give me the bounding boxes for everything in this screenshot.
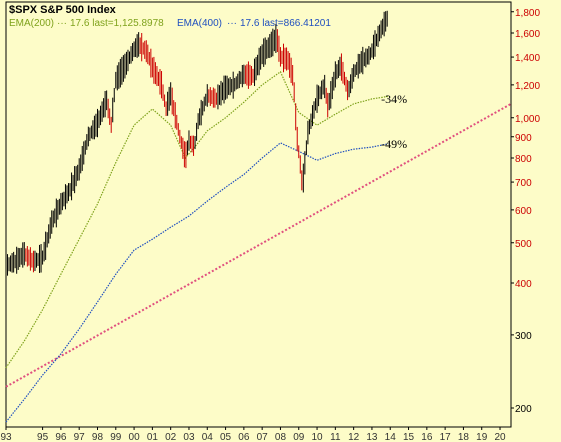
x-tick-label: 14 (385, 432, 397, 442)
x-tick-label: 01 (147, 432, 159, 442)
x-tick-label: 98 (92, 432, 104, 442)
annotations-layer: -34% -49% (381, 92, 407, 151)
y-tick-label: 300 (515, 331, 532, 342)
y-tick-label: 1,800 (515, 8, 540, 19)
y-tick-label: 800 (515, 154, 532, 165)
y-axis: 1,800 1,600 1,400 1,200 1,000 900 800 700 600 500… (511, 8, 540, 415)
x-tick-label: 15 (403, 432, 415, 442)
x-tick-label: 19 (476, 432, 488, 442)
ema400-layer (5, 142, 389, 423)
x-tick-label: 09 (293, 432, 305, 442)
trendline-layer (5, 103, 512, 388)
y-tick-label: 1,000 (515, 114, 540, 125)
legend-ema400-text: 17.6 last=866.41201 (240, 18, 331, 29)
y-tick-label: 1,200 (515, 81, 540, 92)
x-tick-label: 10 (311, 432, 323, 442)
x-tick-label: 12 (348, 432, 360, 442)
x-tick-label: 02 (165, 432, 177, 442)
x-tick-label: 06 (238, 432, 250, 442)
x-tick-label: 11 (330, 432, 341, 442)
x-tick-label: 20 (494, 432, 506, 442)
legend-ema200-label: EMA(200) (9, 18, 54, 29)
x-tick-label: 93 (0, 432, 12, 442)
y-tick-label: 200 (515, 404, 532, 415)
x-tick-label: 08 (275, 432, 287, 442)
x-tick-label: 99 (110, 432, 122, 442)
plot-frame (5, 1, 512, 428)
x-tick-label: 05 (220, 432, 232, 442)
y-tick-label: 500 (515, 239, 532, 250)
price-layer (5, 10, 388, 276)
x-tick-label: 00 (129, 432, 141, 442)
x-tick-label: 16 (421, 432, 433, 442)
y-tick-label: 400 (515, 279, 532, 290)
x-tick-label: 13 (366, 432, 378, 442)
y-tick-label: 1,600 (515, 29, 540, 40)
y-tick-label: 1,400 (515, 53, 540, 64)
trendline (5, 103, 512, 388)
legend: EMA(200) ··· 17.6 last=1,125.8978 EMA(40… (9, 18, 331, 29)
legend-ema200-dots: ··· (57, 18, 67, 29)
legend-ema400-label: EMA(400) (177, 18, 222, 29)
x-tick-label: 97 (74, 432, 86, 442)
ema400-line (5, 142, 389, 423)
y-tick-label: 700 (515, 178, 532, 189)
x-tick-label: 04 (202, 432, 214, 442)
legend-ema200-text: 17.6 last=1,125.8978 (70, 18, 164, 29)
annotation-label: -49% (381, 137, 407, 151)
x-tick-label: 17 (440, 432, 452, 442)
annotation-label: -34% (381, 92, 407, 106)
x-tick-label: 07 (257, 432, 269, 442)
x-tick-label: 95 (37, 432, 49, 442)
x-tick-label: 03 (183, 432, 195, 442)
ema200-layer (5, 70, 389, 369)
y-tick-label: 600 (515, 206, 532, 217)
y-tick-label: 900 (515, 133, 532, 144)
legend-ema400-dots: ··· (227, 18, 237, 29)
chart-title: $SPX S&P 500 Index (9, 4, 117, 16)
ema200-line (5, 70, 389, 369)
x-tick-label: 96 (55, 432, 67, 442)
x-axis: 93 95 96 97 98 99 00 01 02 03 04 05 06 07 08 09 10 11 12 13… (0, 427, 506, 442)
x-tick-label: 18 (458, 432, 470, 442)
